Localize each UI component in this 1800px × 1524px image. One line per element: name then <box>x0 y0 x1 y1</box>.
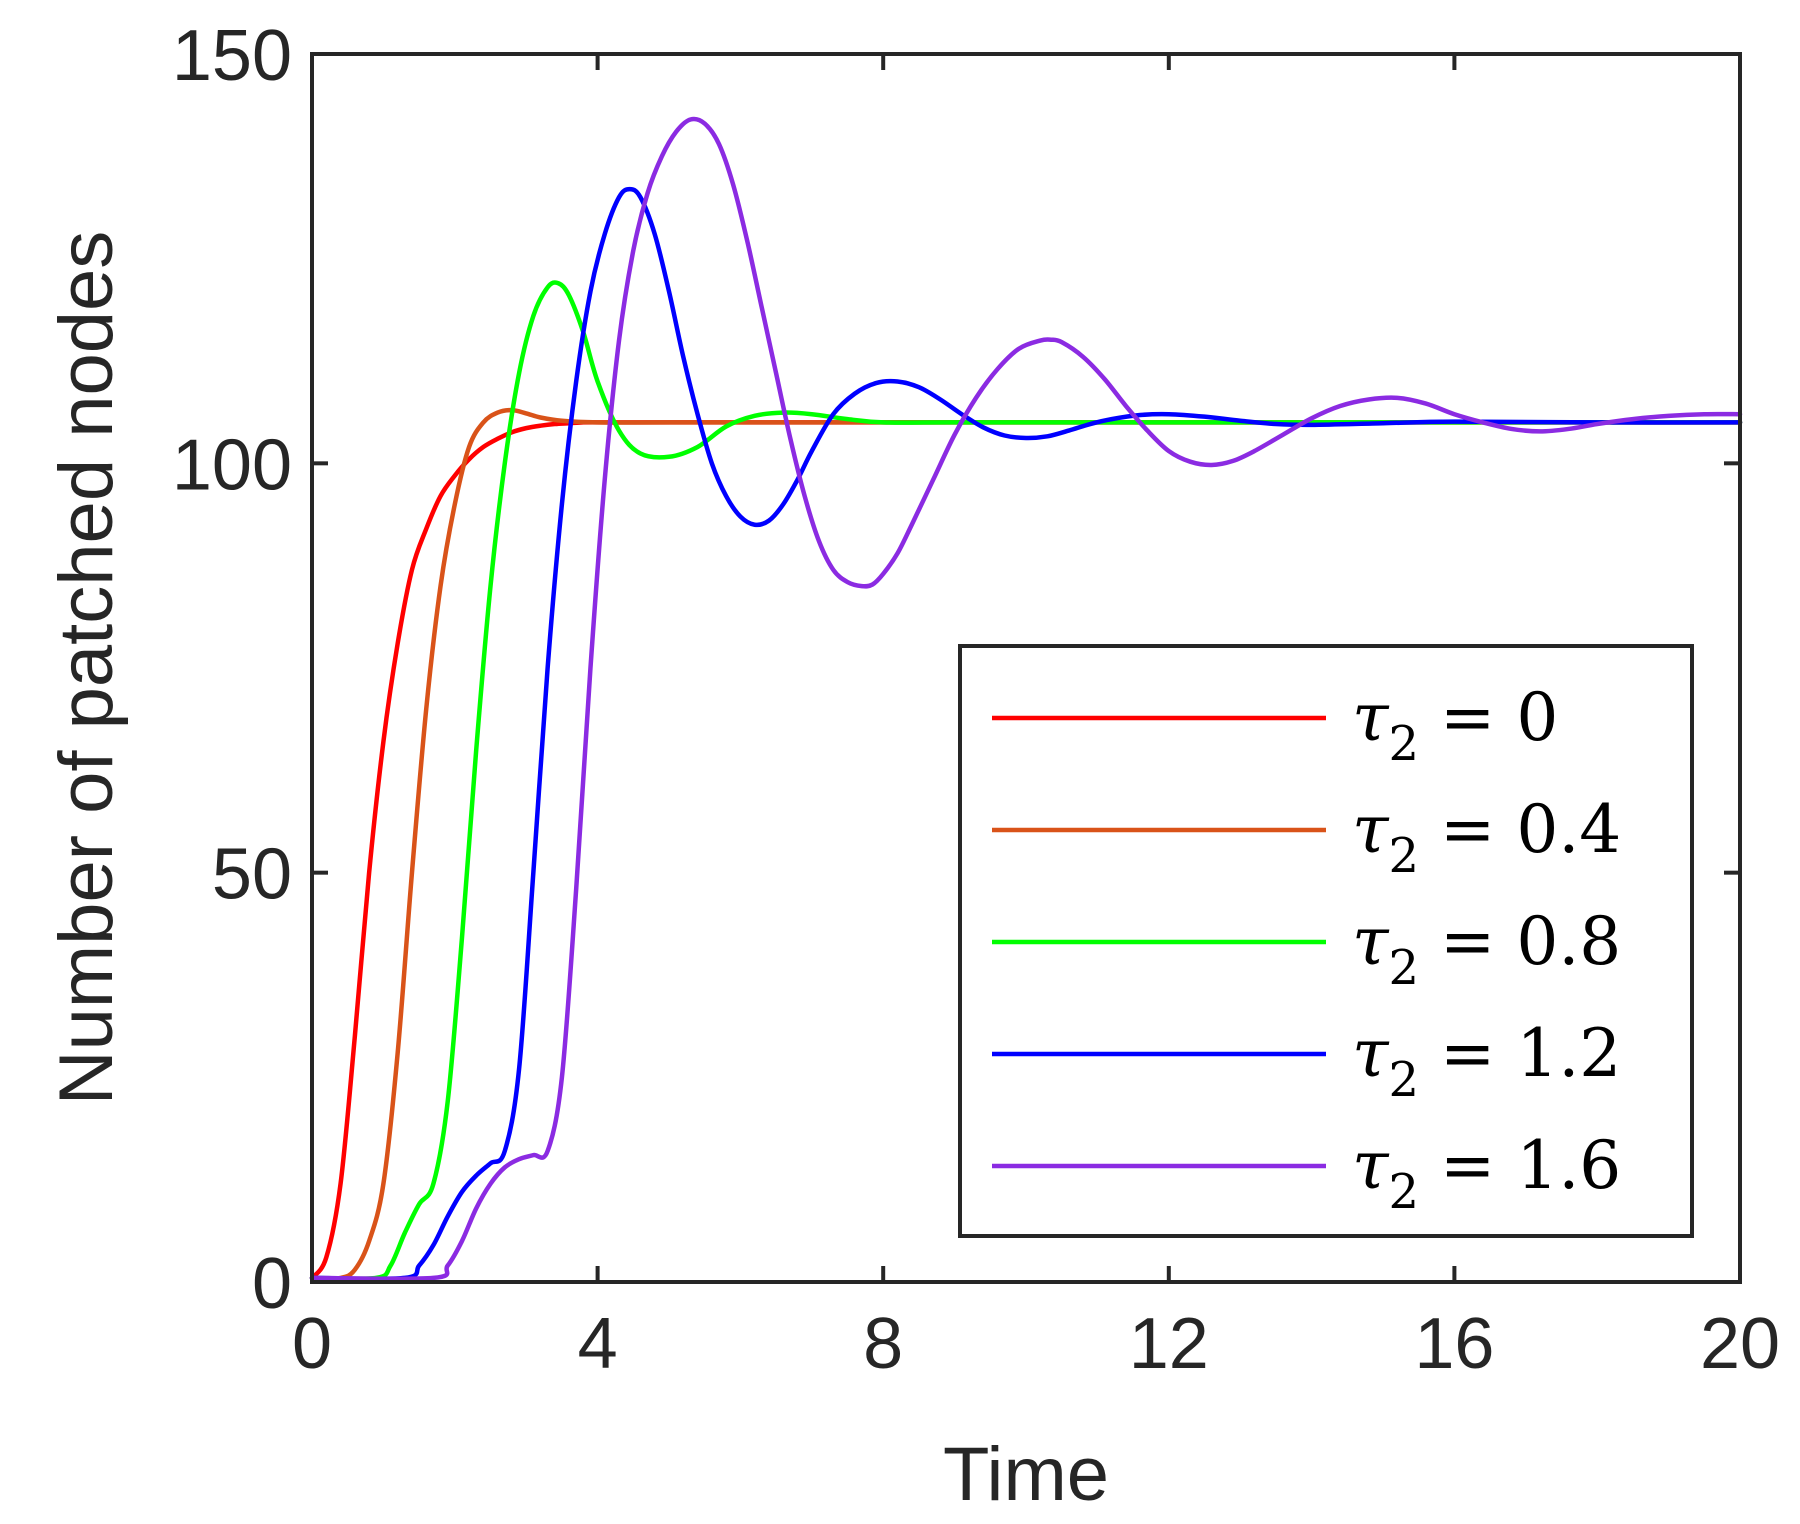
legend-subscript-3: 2 <box>1389 1052 1420 1108</box>
x-axis-title: Time <box>943 1432 1109 1517</box>
y-tick-label-0: 0 <box>252 1244 292 1324</box>
legend-label-1: τ2 = 0.4 <box>1352 791 1621 884</box>
series-line-4 <box>309 116 1743 1282</box>
legend-label-3: τ2 = 1.2 <box>1352 1015 1621 1108</box>
x-tick-label-0: 0 <box>292 1304 332 1384</box>
axis-ticks <box>310 52 1742 1284</box>
legend-value-1: = 0.4 <box>1419 791 1621 868</box>
y-tick-label-2: 100 <box>172 425 292 505</box>
y-axis-title: Number of patched nodes <box>44 231 129 1106</box>
series-lines <box>309 116 1743 1282</box>
legend-subscript-1: 2 <box>1389 828 1420 884</box>
legend-subscript-2: 2 <box>1389 940 1420 996</box>
series-line-3 <box>309 186 1743 1282</box>
legend-symbol-3: τ <box>1352 1015 1390 1092</box>
x-tick-label-5: 20 <box>1700 1304 1780 1384</box>
series-line-2 <box>309 280 1743 1282</box>
axis-tick-labels: 0 4 8 12 16 20 0 50 100 150 <box>172 16 1780 1384</box>
x-tick-label-2: 8 <box>863 1304 903 1384</box>
legend-subscript-4: 2 <box>1389 1164 1420 1220</box>
legend-value-3: = 1.2 <box>1419 1015 1621 1092</box>
legend-symbol-4: τ <box>1352 1127 1390 1204</box>
plot-area-frame <box>310 52 1742 1284</box>
legend-value-4: = 1.6 <box>1419 1127 1621 1204</box>
legend-symbol-2: τ <box>1352 903 1390 980</box>
legend-label-4: τ2 = 1.6 <box>1352 1127 1621 1220</box>
legend-symbol-0: τ <box>1352 679 1390 756</box>
y-tick-label-3: 150 <box>172 16 292 96</box>
legend-value-0: = 0 <box>1419 679 1558 756</box>
legend: τ2 = 0τ2 = 0.4τ2 = 0.8τ2 = 1.2τ2 = 1.6 <box>958 644 1694 1238</box>
x-tick-label-1: 4 <box>578 1304 618 1384</box>
legend-value-2: = 0.8 <box>1419 903 1621 980</box>
y-tick-label-1: 50 <box>212 835 292 915</box>
x-tick-label-4: 16 <box>1414 1304 1494 1384</box>
legend-label-2: τ2 = 0.8 <box>1352 903 1621 996</box>
x-tick-label-3: 12 <box>1129 1304 1209 1384</box>
legend-subscript-0: 2 <box>1389 716 1420 772</box>
legend-label-0: τ2 = 0 <box>1352 679 1558 772</box>
legend-symbol-1: τ <box>1352 791 1390 868</box>
